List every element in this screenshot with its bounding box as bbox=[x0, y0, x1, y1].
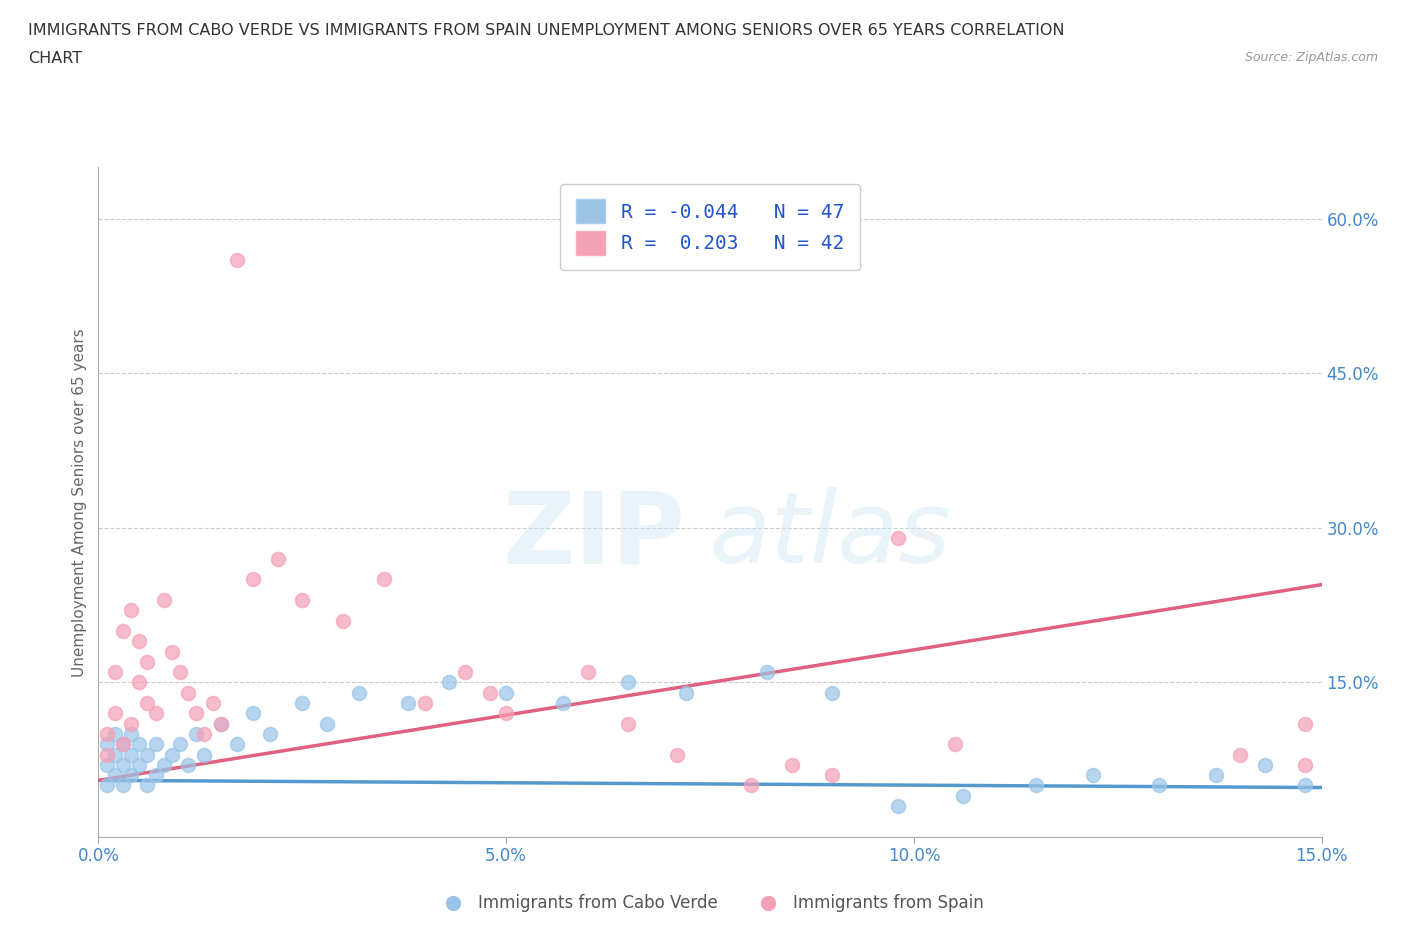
Point bbox=[1147, 778, 1170, 793]
Point bbox=[120, 603, 142, 618]
Point bbox=[666, 747, 689, 762]
Point bbox=[104, 665, 127, 680]
Point bbox=[120, 716, 142, 731]
Point bbox=[111, 778, 134, 793]
Legend: Immigrants from Cabo Verde, Immigrants from Spain: Immigrants from Cabo Verde, Immigrants f… bbox=[430, 888, 990, 919]
Point bbox=[209, 716, 232, 731]
Point bbox=[169, 665, 191, 680]
Point bbox=[169, 737, 191, 751]
Point bbox=[96, 737, 118, 751]
Point bbox=[96, 726, 118, 741]
Point bbox=[780, 757, 803, 772]
Point bbox=[821, 768, 844, 783]
Point bbox=[120, 768, 142, 783]
Point bbox=[740, 778, 762, 793]
Point bbox=[886, 799, 908, 814]
Text: ZIP: ZIP bbox=[503, 487, 686, 584]
Point bbox=[617, 716, 640, 731]
Point bbox=[111, 757, 134, 772]
Point bbox=[136, 747, 159, 762]
Point bbox=[315, 716, 337, 731]
Text: IMMIGRANTS FROM CABO VERDE VS IMMIGRANTS FROM SPAIN UNEMPLOYMENT AMONG SENIORS O: IMMIGRANTS FROM CABO VERDE VS IMMIGRANTS… bbox=[28, 23, 1064, 38]
Point bbox=[136, 655, 159, 670]
Point bbox=[152, 592, 174, 607]
Point bbox=[553, 696, 575, 711]
Point bbox=[145, 768, 167, 783]
Point bbox=[756, 665, 779, 680]
Point bbox=[96, 778, 118, 793]
Point bbox=[1294, 716, 1316, 731]
Point bbox=[128, 757, 150, 772]
Point bbox=[1205, 768, 1227, 783]
Point bbox=[1083, 768, 1105, 783]
Point bbox=[128, 675, 150, 690]
Point bbox=[104, 726, 127, 741]
Point bbox=[226, 737, 249, 751]
Point bbox=[373, 572, 395, 587]
Point bbox=[478, 685, 501, 700]
Point bbox=[1253, 757, 1275, 772]
Point bbox=[104, 747, 127, 762]
Point bbox=[193, 726, 215, 741]
Point bbox=[111, 623, 134, 638]
Point bbox=[177, 685, 200, 700]
Point bbox=[128, 634, 150, 649]
Point bbox=[160, 644, 183, 659]
Point bbox=[145, 737, 167, 751]
Point bbox=[209, 716, 232, 731]
Point bbox=[177, 757, 200, 772]
Point bbox=[186, 726, 208, 741]
Point bbox=[120, 726, 142, 741]
Point bbox=[291, 592, 314, 607]
Point bbox=[104, 706, 127, 721]
Point bbox=[226, 253, 249, 268]
Point bbox=[1294, 757, 1316, 772]
Point bbox=[111, 737, 134, 751]
Point bbox=[349, 685, 371, 700]
Point bbox=[332, 613, 354, 628]
Point bbox=[104, 768, 127, 783]
Y-axis label: Unemployment Among Seniors over 65 years: Unemployment Among Seniors over 65 years bbox=[72, 328, 87, 677]
Point bbox=[186, 706, 208, 721]
Text: atlas: atlas bbox=[710, 487, 952, 584]
Point bbox=[120, 747, 142, 762]
Point bbox=[96, 757, 118, 772]
Point bbox=[495, 685, 517, 700]
Point bbox=[1294, 778, 1316, 793]
Point bbox=[136, 696, 159, 711]
Point bbox=[160, 747, 183, 762]
Point bbox=[136, 778, 159, 793]
Point bbox=[259, 726, 281, 741]
Point bbox=[193, 747, 215, 762]
Point bbox=[821, 685, 844, 700]
Point bbox=[437, 675, 460, 690]
Point bbox=[128, 737, 150, 751]
Point bbox=[495, 706, 517, 721]
Point bbox=[96, 747, 118, 762]
Point bbox=[145, 706, 167, 721]
Point bbox=[943, 737, 966, 751]
Point bbox=[454, 665, 477, 680]
Point bbox=[291, 696, 314, 711]
Point bbox=[242, 706, 264, 721]
Point bbox=[267, 551, 290, 566]
Point bbox=[1229, 747, 1251, 762]
Point bbox=[152, 757, 174, 772]
Point bbox=[396, 696, 419, 711]
Point bbox=[201, 696, 224, 711]
Point bbox=[111, 737, 134, 751]
Text: CHART: CHART bbox=[28, 51, 82, 66]
Point bbox=[617, 675, 640, 690]
Point bbox=[242, 572, 264, 587]
Point bbox=[675, 685, 697, 700]
Point bbox=[886, 531, 908, 546]
Point bbox=[1025, 778, 1047, 793]
Point bbox=[576, 665, 599, 680]
Text: Source: ZipAtlas.com: Source: ZipAtlas.com bbox=[1244, 51, 1378, 64]
Point bbox=[413, 696, 436, 711]
Point bbox=[952, 789, 974, 804]
